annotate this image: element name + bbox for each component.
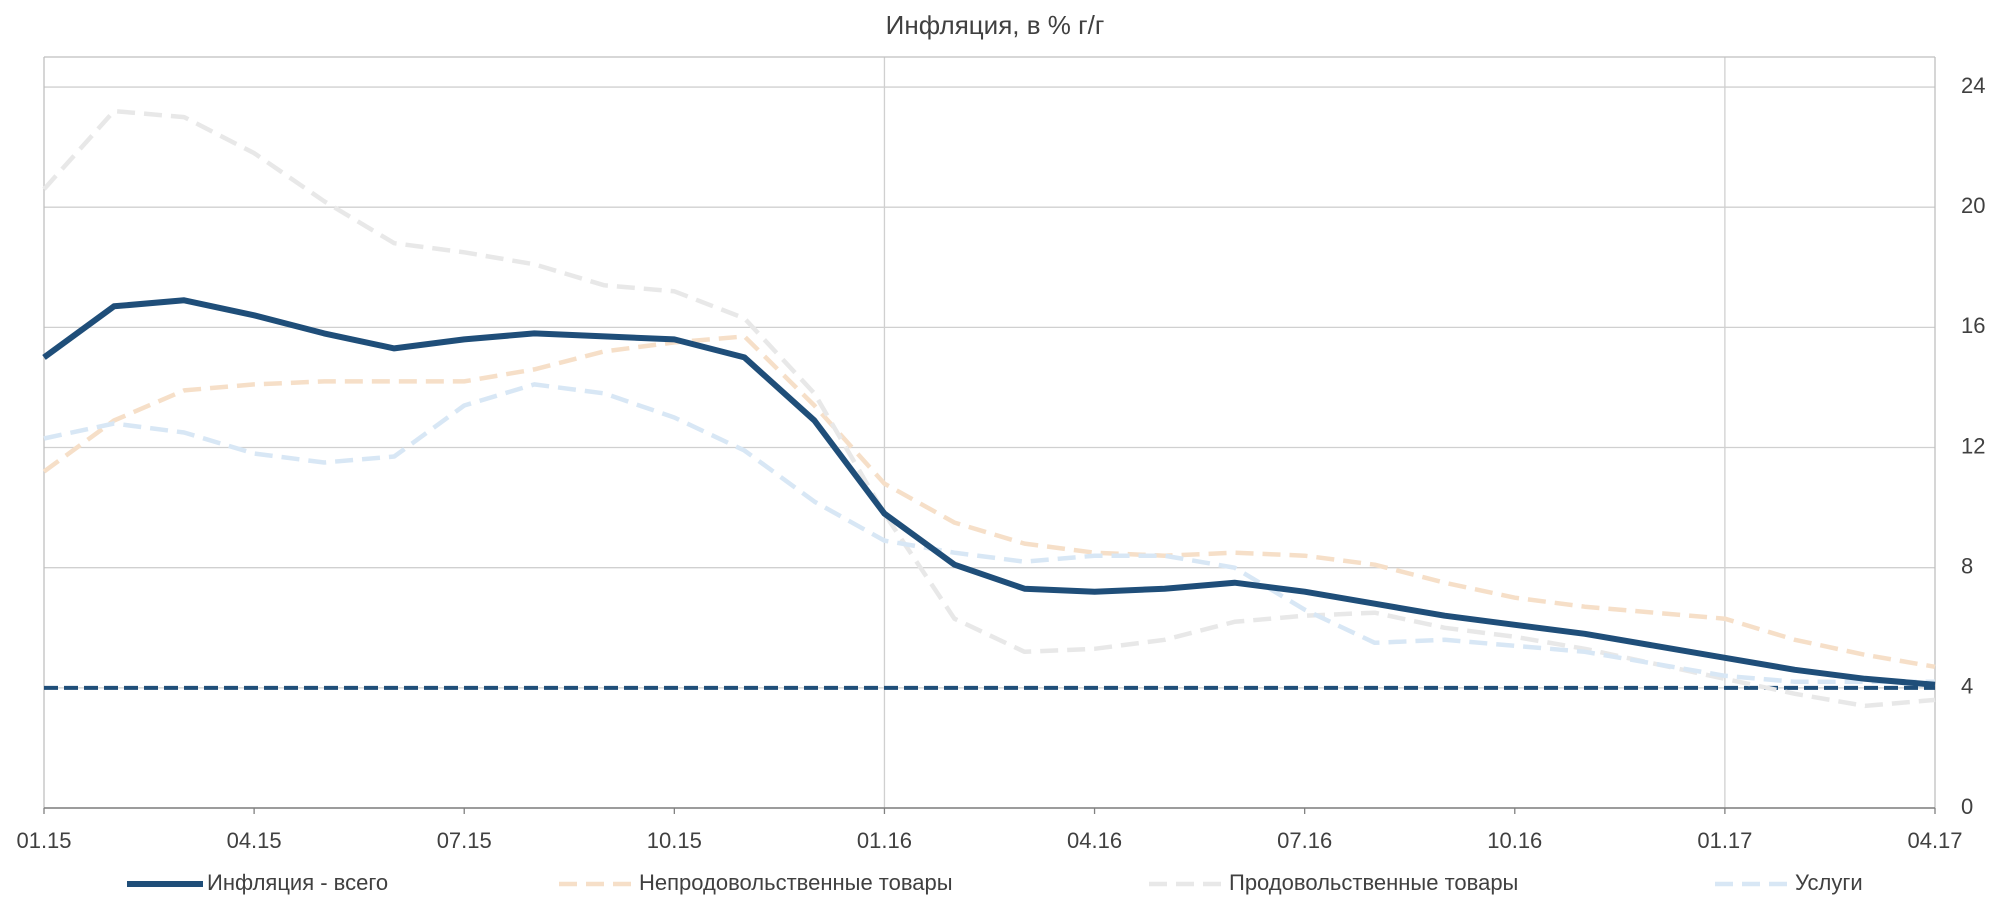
x-tick-label: 01.17: [1697, 828, 1752, 853]
x-tick-label: 01.15: [16, 828, 71, 853]
x-tick-label: 10.15: [647, 828, 702, 853]
y-tick-label: 20: [1961, 193, 1985, 218]
y-tick-label: 12: [1961, 433, 1985, 458]
legend-label: Продовольственные товары: [1229, 870, 1518, 895]
x-tick-label: 01.16: [857, 828, 912, 853]
y-tick-label: 16: [1961, 313, 1985, 338]
chart-title: Инфляция, в % г/г: [886, 10, 1105, 40]
legend-label: Услуги: [1795, 870, 1863, 895]
line-series: [42, 334, 1936, 670]
line-series: [42, 297, 1936, 688]
legend-label: Инфляция - всего: [207, 870, 388, 895]
x-tick-label: 07.16: [1277, 828, 1332, 853]
line-series: [43, 382, 1935, 685]
y-tick-label: 0: [1961, 794, 1973, 819]
x-tick-label: 04.16: [1067, 828, 1122, 853]
legend-label: Непродовольственные товары: [639, 870, 953, 895]
x-tick-label: 07.15: [437, 828, 492, 853]
y-tick-label: 24: [1961, 73, 1985, 98]
x-tick-label: 10.16: [1487, 828, 1542, 853]
y-tick-label: 8: [1961, 553, 1973, 578]
x-tick-label: 04.15: [227, 828, 282, 853]
line-series: [42, 108, 1936, 709]
x-tick-label: 04.17: [1907, 828, 1962, 853]
y-tick-label: 4: [1961, 674, 1973, 699]
